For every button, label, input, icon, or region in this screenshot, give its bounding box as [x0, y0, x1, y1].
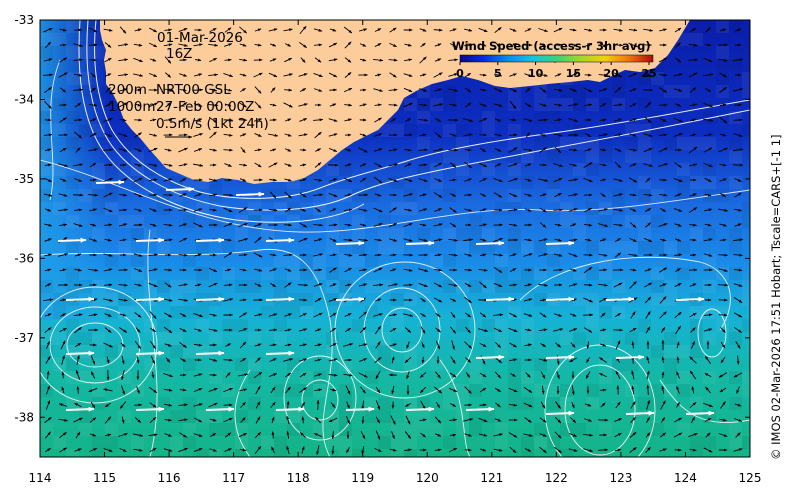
- y-axis: -33 -34 -35 -36 -37 -38: [14, 13, 750, 424]
- x-tick-label: 124: [674, 471, 697, 485]
- x-tick-label: 116: [158, 471, 181, 485]
- x-tick-label: 125: [739, 471, 762, 485]
- western-shelf-water: [40, 20, 110, 320]
- x-tick-label: 121: [480, 471, 503, 485]
- x-tick-label: 120: [416, 471, 439, 485]
- plot-frame: [39, 19, 751, 458]
- colorbar-tick-label: 25: [641, 67, 656, 80]
- y-tick-label: -36: [14, 251, 34, 265]
- x-tick-label: 118: [287, 471, 310, 485]
- product-time-label: 27-Feb 00:00Z: [156, 99, 254, 115]
- x-tick-label: 119: [351, 471, 374, 485]
- y-tick-label: -33: [14, 13, 34, 27]
- colorbar-ramp: [459, 54, 654, 63]
- y-tick-label: -35: [14, 172, 34, 186]
- colorbar-tick-label: 15: [566, 67, 581, 80]
- colorbar-tick-label: 10: [528, 67, 544, 80]
- current-vectors: [43, 25, 744, 456]
- colorbar-tick-label: 20: [604, 67, 620, 80]
- x-axis: 114 115 116 117 118 119 120 121 122 123 124 125: [29, 20, 762, 485]
- x-tick-label: 123: [609, 471, 632, 485]
- colorbar-tick-label: 5: [494, 67, 502, 80]
- x-tick-label: 114: [29, 471, 52, 485]
- product-label: NRT00 GSL: [156, 82, 231, 98]
- colorbar-ticks: 0 5 10 15 20 25: [456, 62, 657, 80]
- x-tick-label: 117: [222, 471, 245, 485]
- x-tick-label: 122: [545, 471, 568, 485]
- depth-200m-label: 200m: [108, 82, 147, 98]
- colorbar-title: Wind Speed (access-r 3hr avg): [452, 39, 651, 53]
- colorbar-tick-label: 0: [456, 67, 464, 80]
- scale-label: 0.5m/s (1kt 24h): [156, 116, 269, 132]
- date-label: 01-Mar-2026: [157, 30, 243, 46]
- hour-label: 16Z: [166, 46, 192, 62]
- y-tick-label: -34: [14, 92, 34, 106]
- depth-1000m-label: 1000m: [108, 99, 156, 115]
- colorbar: Wind Speed (access-r 3hr avg) 0 5 10 15 20 25: [452, 39, 657, 80]
- y-tick-label: -37: [14, 331, 34, 345]
- map-annotations: 01-Mar-2026 16Z 200m NRT00 GSL 1000m 27-…: [108, 30, 269, 139]
- plot-area: [40, 20, 750, 457]
- credit-text: © IMOS 02-Mar-2026 17:51 Hobart; Tscale=…: [769, 134, 783, 460]
- y-tick-label: -38: [14, 410, 34, 424]
- x-tick-label: 115: [93, 471, 116, 485]
